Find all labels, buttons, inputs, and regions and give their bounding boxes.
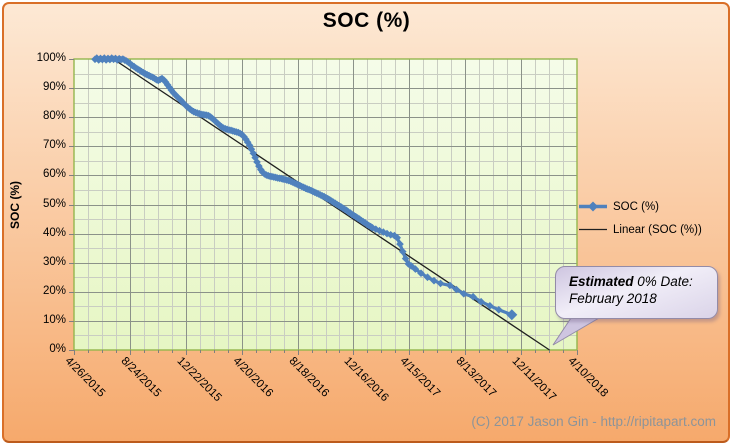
footer-credit: (C) 2017 Jason Gin - http://ripitapart.c… [471, 414, 716, 429]
callout-line1: Estimated 0% Date: [569, 273, 709, 290]
y-axis-tick-label: 10% [42, 313, 66, 326]
y-axis-tick-label: 80% [42, 110, 66, 123]
y-axis-tick-label: 0% [49, 343, 66, 355]
y-axis-tick-label: 60% [42, 168, 66, 181]
soc-series-markers [91, 54, 518, 321]
callout-line1-rest: 0% Date: [633, 274, 693, 289]
y-axis-tick-label: 20% [42, 284, 66, 297]
legend-item-linear: Linear (SOC (%)) [578, 222, 702, 237]
y-axis-tick-label: 100% [36, 52, 66, 64]
chart-title: SOC (%) [322, 9, 411, 32]
legend: SOC (%) Linear (SOC (%)) [578, 199, 702, 237]
y-axis-tick-label: 70% [42, 139, 66, 152]
y-axis-tick-label: 40% [42, 226, 66, 239]
y-axis-tick-label: 90% [42, 81, 66, 94]
y-axis-tick-label: 50% [42, 197, 66, 210]
soc-series-marker-icon [579, 201, 607, 212]
legend-item-soc: SOC (%) [578, 199, 702, 214]
callout-emphasis: Estimated [569, 274, 634, 289]
linear-series-marker-icon [579, 228, 607, 231]
callout-line2: February 2018 [569, 291, 657, 306]
legend-label-linear: Linear (SOC (%)) [613, 223, 702, 236]
legend-label-soc: SOC (%) [613, 200, 659, 213]
y-axis-tick-label: 30% [42, 255, 66, 268]
estimated-date-callout: Estimated 0% Date: February 2018 [555, 266, 718, 319]
